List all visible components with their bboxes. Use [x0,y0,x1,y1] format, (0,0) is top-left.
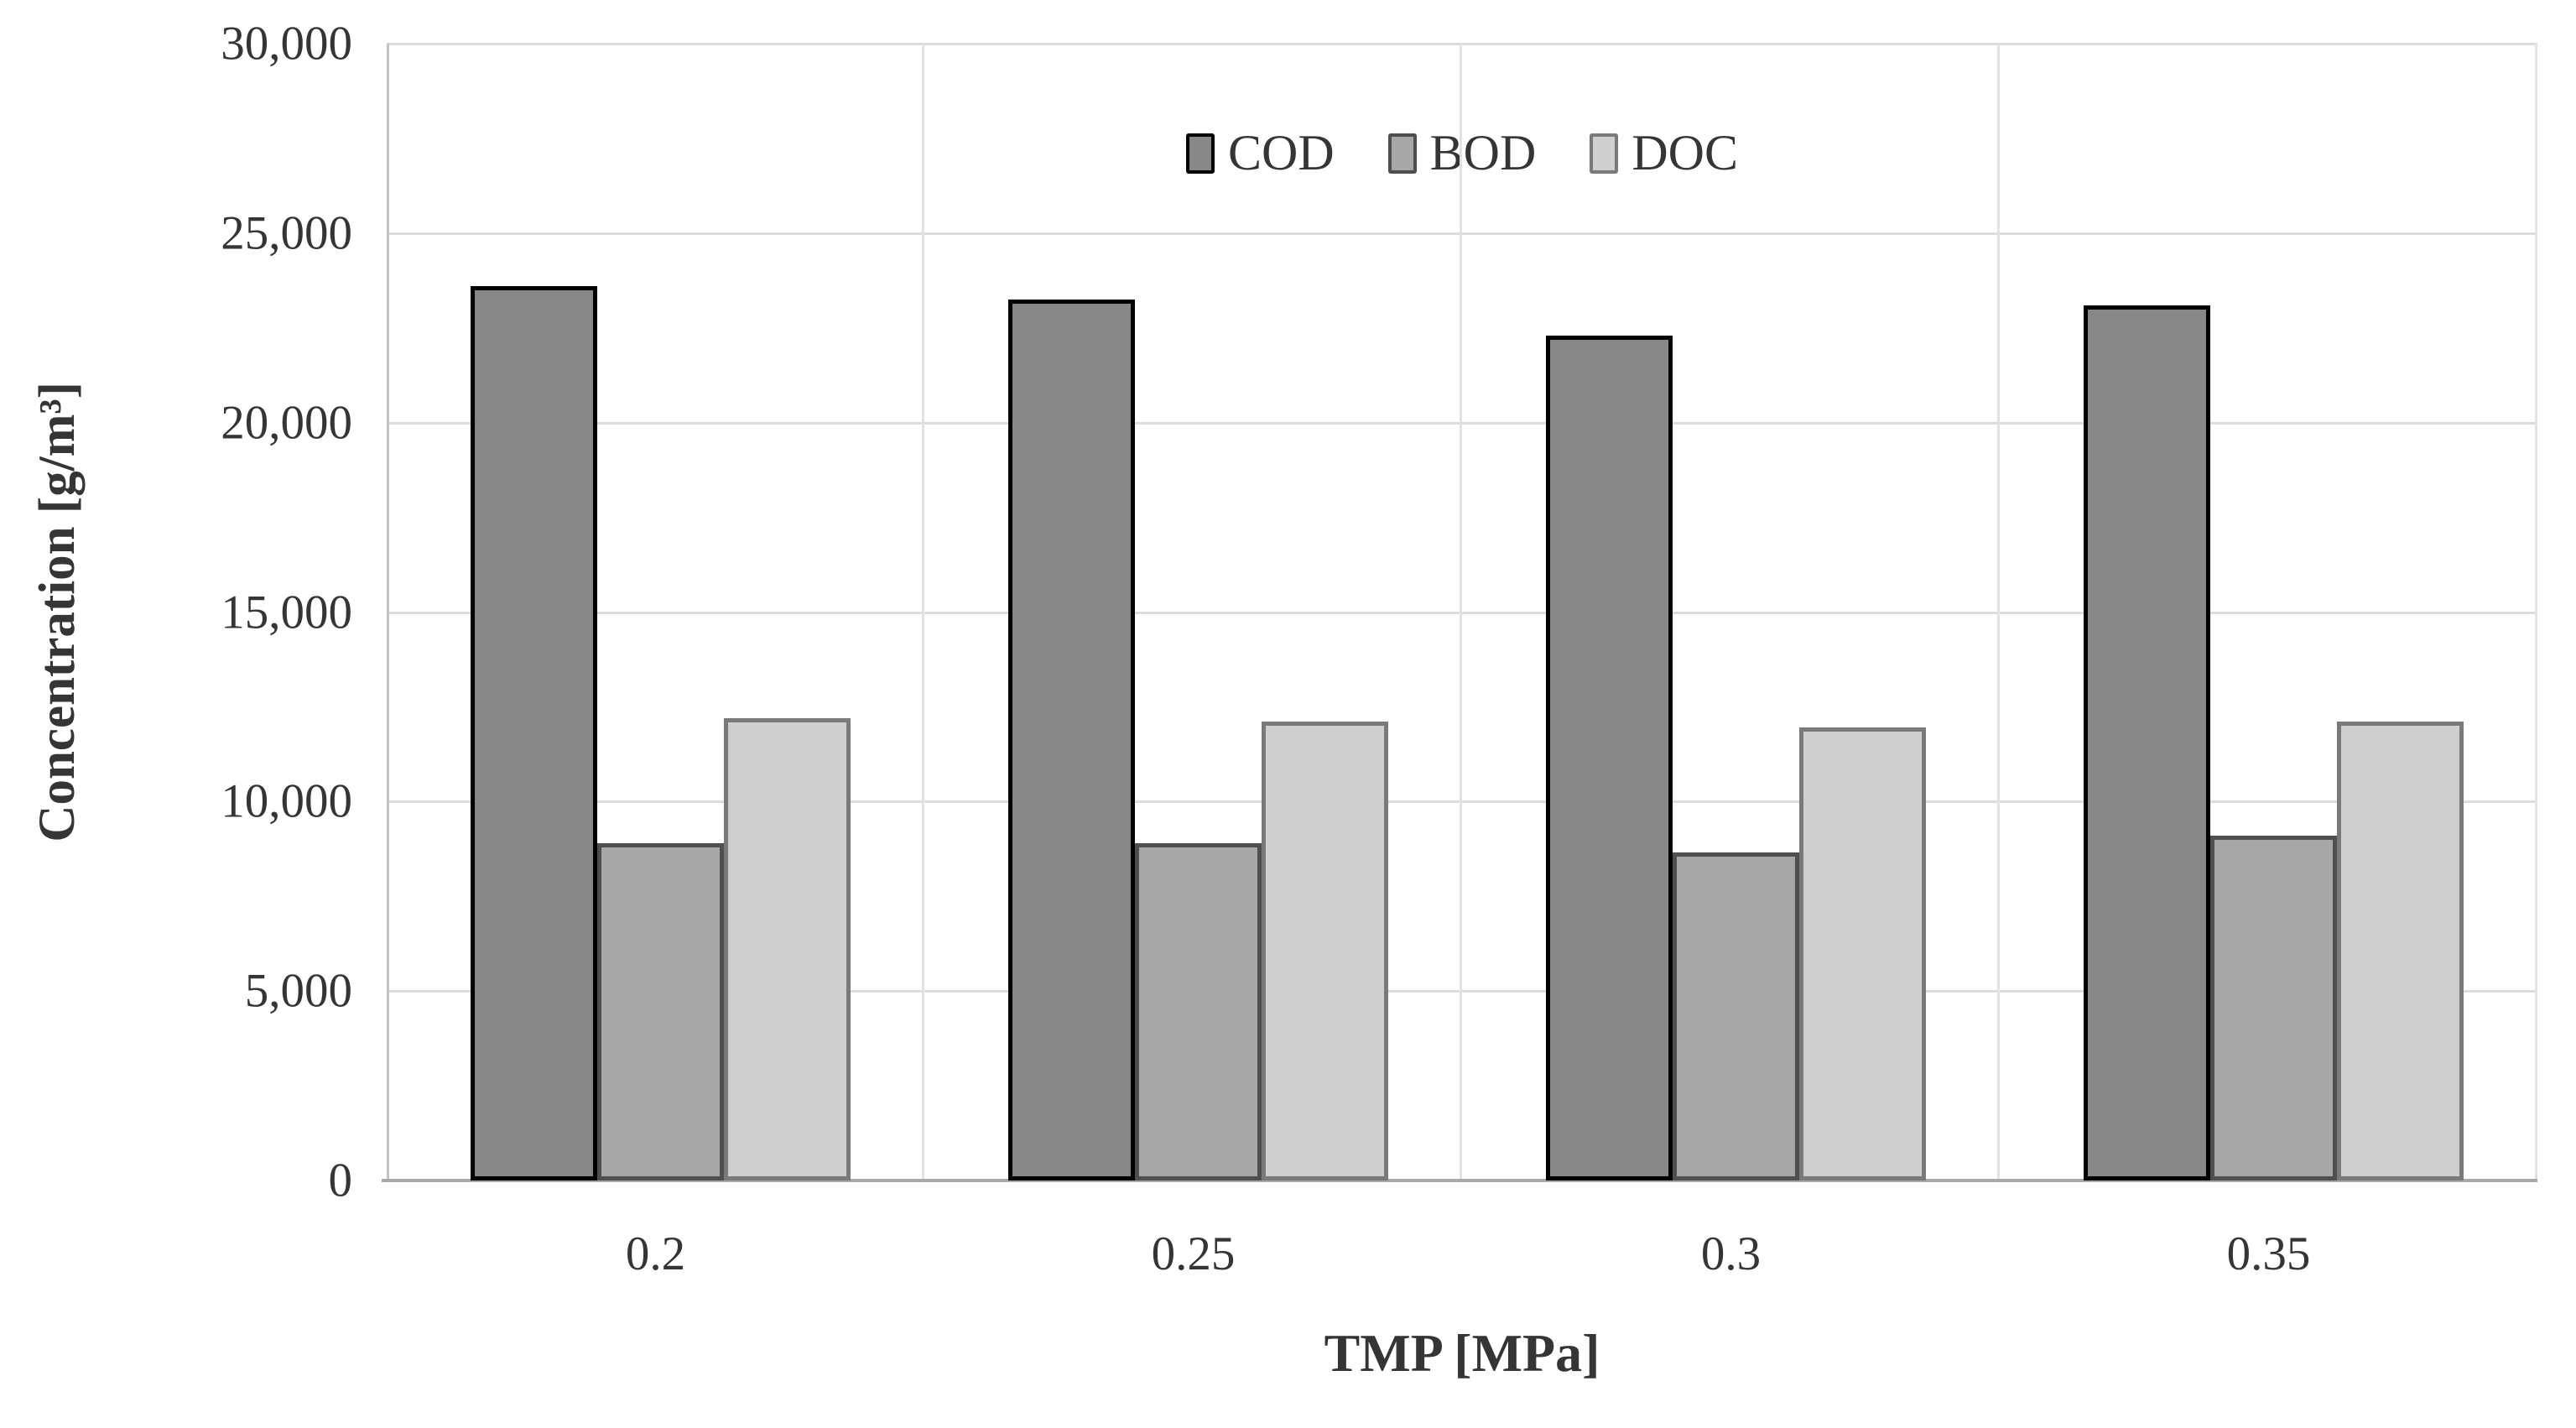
bar-cod-0.2 [471,286,597,1180]
legend: COD BOD DOC [387,124,2537,182]
vertical-gridline [2535,44,2537,1180]
y-tick-label: 20,000 [221,396,352,450]
bar-doc-0.25 [1262,722,1388,1180]
horizontal-gridline [387,232,2537,235]
bar-cod-0.35 [2084,305,2210,1180]
bar-bod-0.3 [1673,852,1799,1180]
x-tick-label: 0.25 [1151,1227,1236,1280]
bar-doc-0.3 [1799,727,1926,1180]
x-axis-line [382,1179,2537,1182]
y-axis-tick-labels: 0 5,000 10,000 15,000 20,000 25,000 30,000 [0,18,352,1207]
x-axis-tick-labels: 0.2 0.25 0.3 0.35 [387,1227,2537,1294]
bar-cod-0.3 [1546,336,1673,1180]
legend-item-cod: COD [1185,124,1335,182]
vertical-gridline [1997,44,2000,1180]
horizontal-gridline [387,421,2537,425]
vertical-gridline [922,44,924,1180]
x-tick-label: 0.2 [625,1227,686,1280]
bar-doc-0.35 [2337,722,2464,1180]
x-axis-title: TMP [MPa] [387,1322,2537,1384]
y-tick-label: 0 [328,1154,353,1207]
legend-label-bod: BOD [1429,125,1537,180]
x-axis-title-text: TMP [MPa] [1324,1323,1600,1383]
x-tick-label: 0.3 [1700,1227,1762,1280]
y-axis-line [387,44,389,1180]
horizontal-gridline [387,800,2537,804]
legend-swatch-bod [1387,133,1417,174]
legend-swatch-cod [1185,133,1215,174]
bar-doc-0.2 [724,718,851,1180]
bar-bod-0.35 [2210,836,2337,1180]
bar-cod-0.25 [1008,300,1135,1180]
horizontal-gridline [387,611,2537,614]
legend-item-doc: DOC [1590,124,1738,182]
y-tick-label: 25,000 [221,206,352,260]
legend-label-cod: COD [1227,125,1335,180]
plot-area [382,43,2537,1182]
legend-item-bod: BOD [1387,124,1537,182]
y-tick-label: 5,000 [244,964,352,1018]
horizontal-gridline [387,990,2537,993]
y-tick-label: 30,000 [221,17,352,70]
legend-swatch-doc [1590,133,1619,174]
y-tick-label: 15,000 [221,586,352,638]
horizontal-gridline [387,43,2537,45]
bar-bod-0.2 [597,843,724,1180]
x-tick-label: 0.35 [2226,1227,2311,1280]
vertical-gridline [1460,44,1462,1180]
y-tick-label: 10,000 [221,774,352,828]
legend-label-doc: DOC [1631,125,1739,180]
bar-bod-0.25 [1135,843,1262,1180]
